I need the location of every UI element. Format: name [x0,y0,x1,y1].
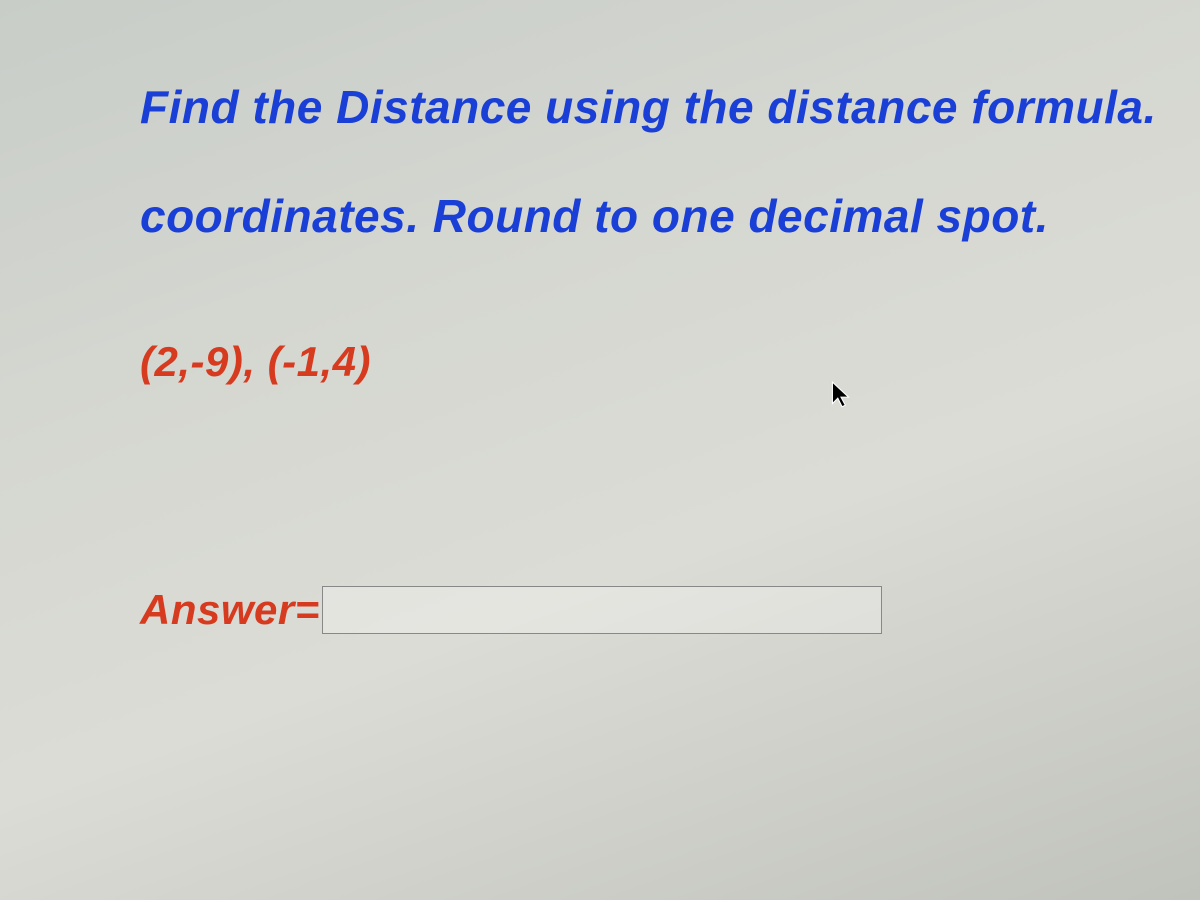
answer-input[interactable] [322,586,882,634]
question-block: Find the Distance using the distance for… [140,80,1160,634]
answer-row: Answer= [140,586,1160,634]
question-title-line2: coordinates. Round to one decimal spot. [140,189,1160,243]
answer-label: Answer= [140,586,320,634]
question-title-line1: Find the Distance using the distance for… [140,80,1160,134]
coordinates-text: (2,-9), (-1,4) [140,338,1160,386]
